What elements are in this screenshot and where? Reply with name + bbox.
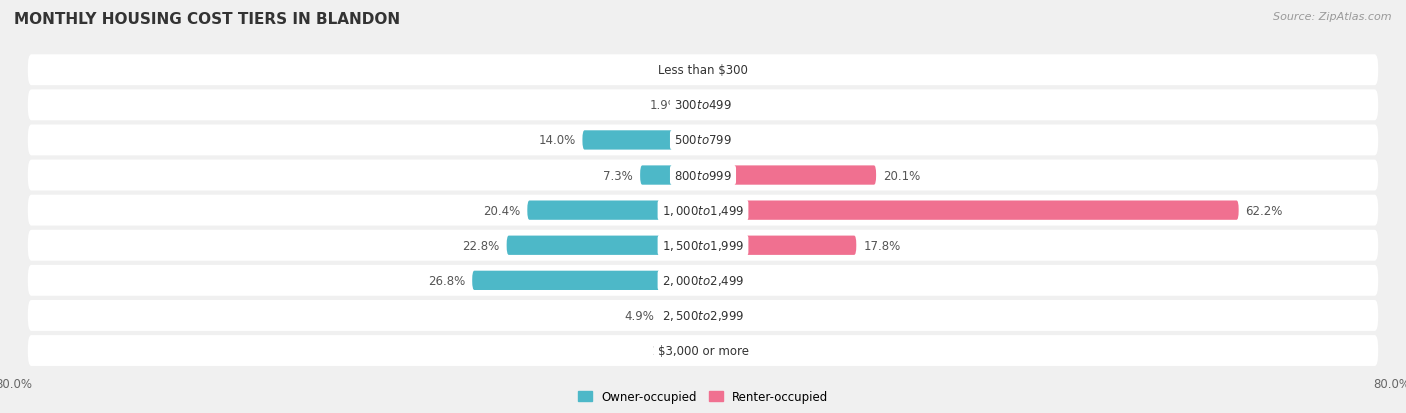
FancyBboxPatch shape <box>686 96 703 115</box>
FancyBboxPatch shape <box>28 55 1378 86</box>
Text: MONTHLY HOUSING COST TIERS IN BLANDON: MONTHLY HOUSING COST TIERS IN BLANDON <box>14 12 401 27</box>
FancyBboxPatch shape <box>527 201 703 220</box>
Text: Less than $300: Less than $300 <box>658 64 748 77</box>
FancyBboxPatch shape <box>703 201 1239 220</box>
FancyBboxPatch shape <box>703 236 856 255</box>
Text: 1.7%: 1.7% <box>651 344 682 357</box>
Text: 62.2%: 62.2% <box>1246 204 1282 217</box>
FancyBboxPatch shape <box>661 306 703 325</box>
Text: 14.0%: 14.0% <box>538 134 575 147</box>
FancyBboxPatch shape <box>28 90 1378 121</box>
Text: $3,000 or more: $3,000 or more <box>658 344 748 357</box>
Text: 7.3%: 7.3% <box>603 169 633 182</box>
Text: 20.1%: 20.1% <box>883 169 921 182</box>
Text: 26.8%: 26.8% <box>427 274 465 287</box>
Text: 17.8%: 17.8% <box>863 239 900 252</box>
FancyBboxPatch shape <box>640 166 703 185</box>
Text: $2,500 to $2,999: $2,500 to $2,999 <box>662 309 744 323</box>
FancyBboxPatch shape <box>28 160 1378 191</box>
FancyBboxPatch shape <box>506 236 703 255</box>
Text: 1.9%: 1.9% <box>650 99 679 112</box>
Text: $2,000 to $2,499: $2,000 to $2,499 <box>662 274 744 287</box>
Text: Source: ZipAtlas.com: Source: ZipAtlas.com <box>1274 12 1392 22</box>
FancyBboxPatch shape <box>28 125 1378 156</box>
Text: $800 to $999: $800 to $999 <box>673 169 733 182</box>
Text: 20.4%: 20.4% <box>484 204 520 217</box>
Legend: Owner-occupied, Renter-occupied: Owner-occupied, Renter-occupied <box>572 385 834 408</box>
FancyBboxPatch shape <box>689 341 703 360</box>
Text: 22.8%: 22.8% <box>463 239 499 252</box>
Text: $300 to $499: $300 to $499 <box>673 99 733 112</box>
FancyBboxPatch shape <box>28 265 1378 296</box>
Text: 0.28%: 0.28% <box>657 64 693 77</box>
FancyBboxPatch shape <box>582 131 703 150</box>
Text: $500 to $799: $500 to $799 <box>673 134 733 147</box>
FancyBboxPatch shape <box>28 300 1378 331</box>
Text: $1,500 to $1,999: $1,500 to $1,999 <box>662 239 744 253</box>
Text: $1,000 to $1,499: $1,000 to $1,499 <box>662 204 744 218</box>
FancyBboxPatch shape <box>472 271 703 290</box>
FancyBboxPatch shape <box>700 61 703 80</box>
FancyBboxPatch shape <box>28 230 1378 261</box>
FancyBboxPatch shape <box>703 166 876 185</box>
FancyBboxPatch shape <box>28 195 1378 226</box>
FancyBboxPatch shape <box>28 335 1378 366</box>
Text: 4.9%: 4.9% <box>624 309 654 322</box>
